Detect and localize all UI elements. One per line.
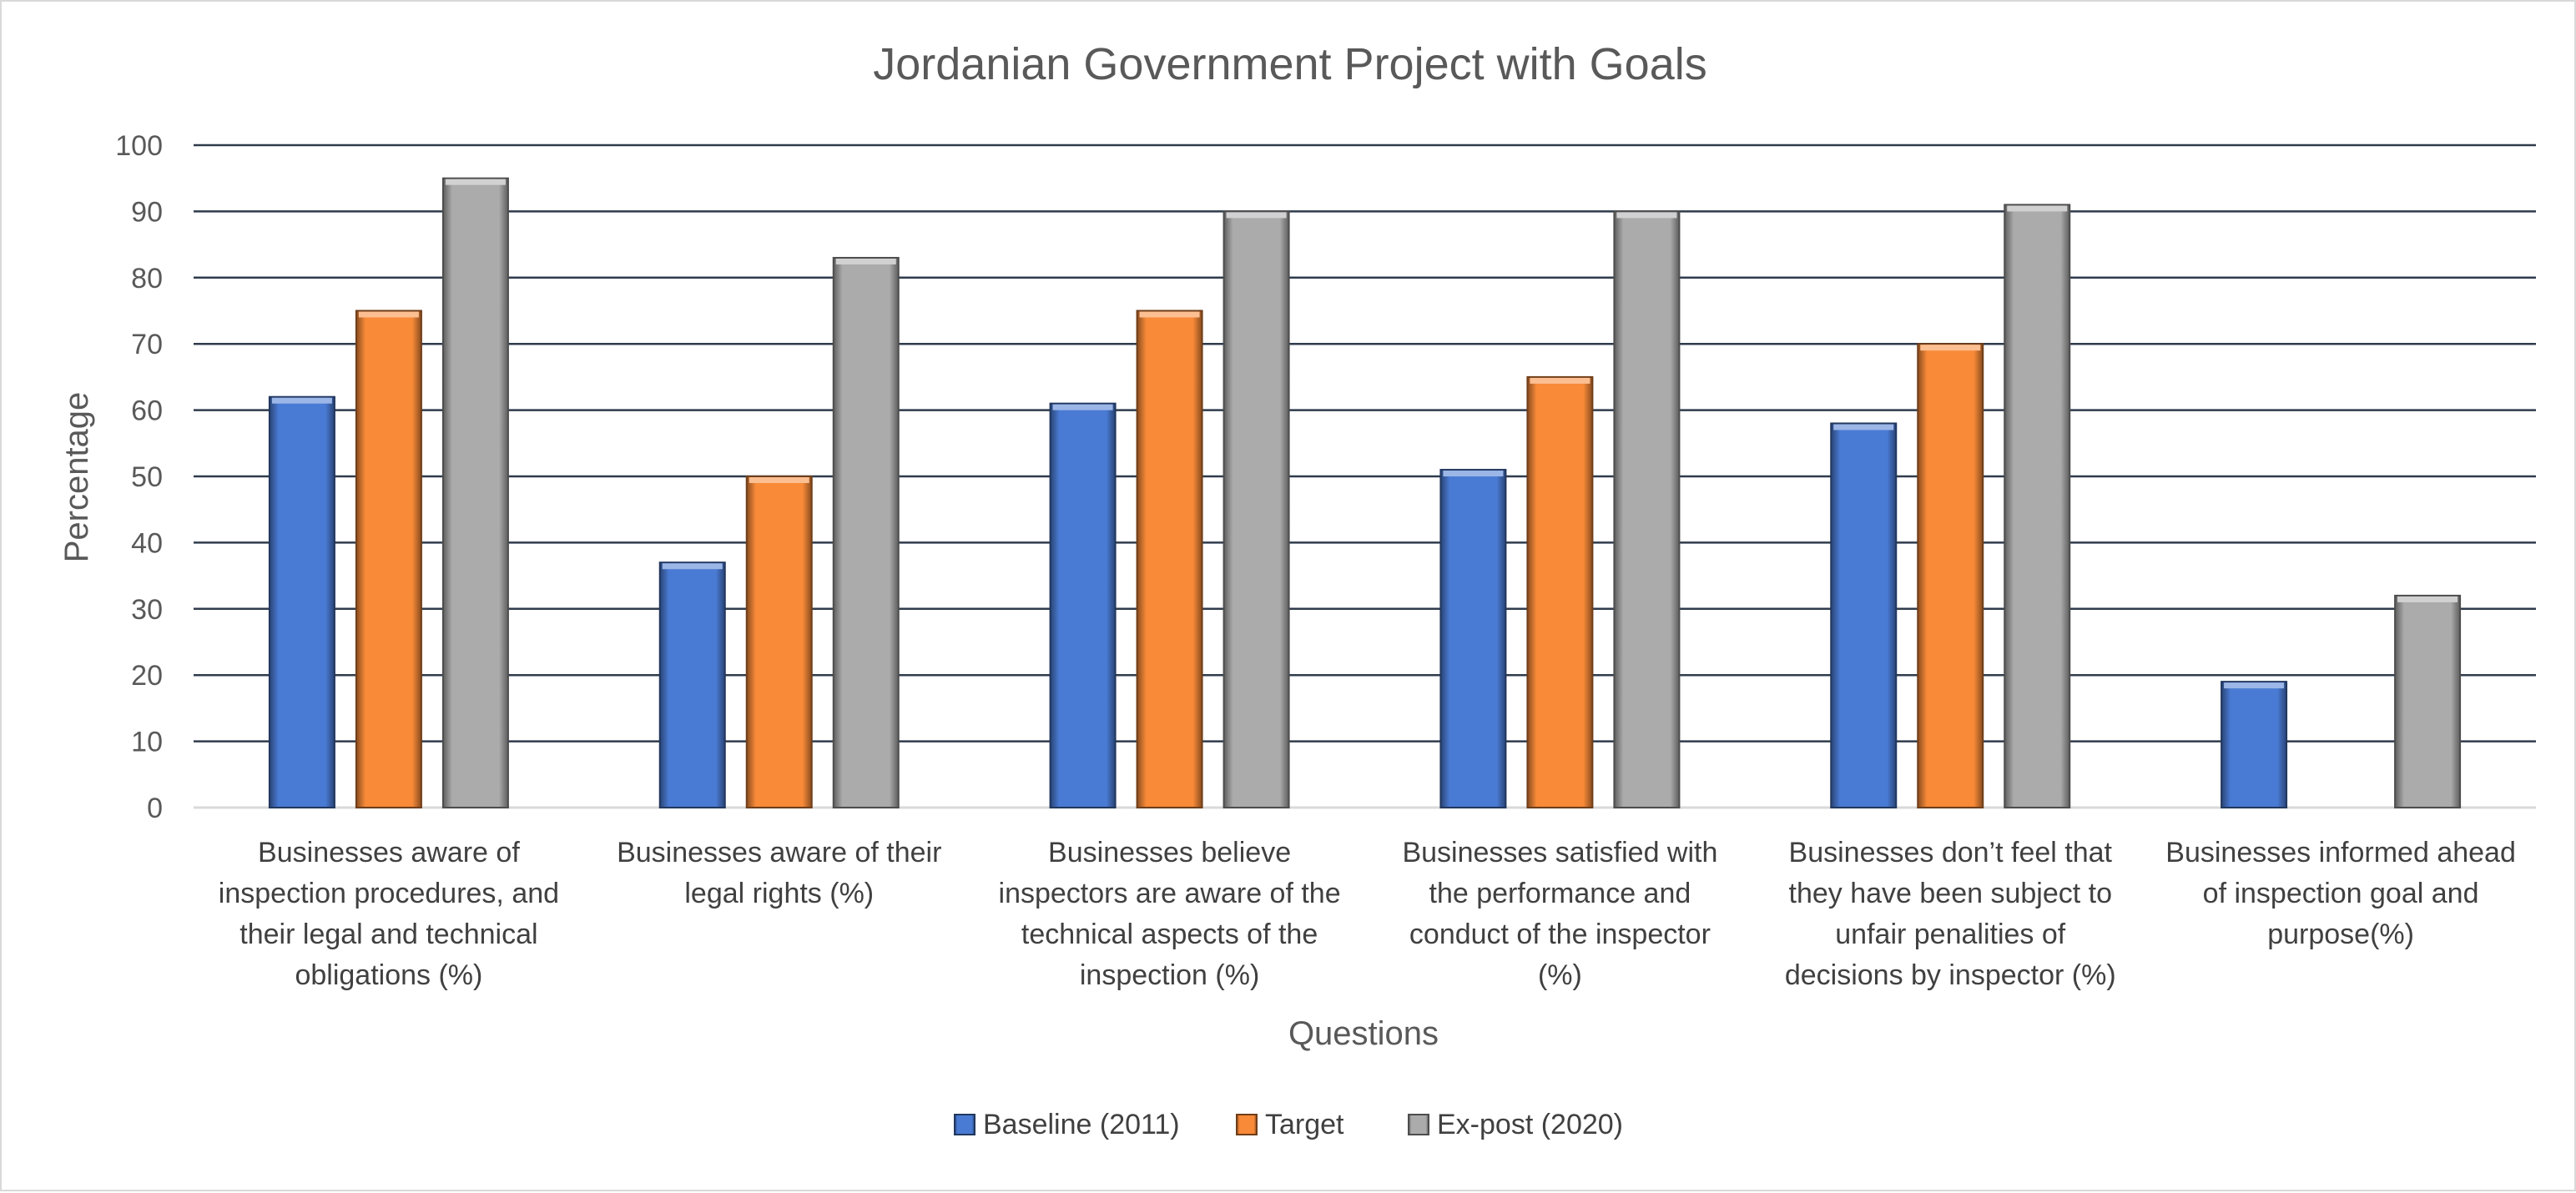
x-axis-title: Questions (1288, 1015, 1439, 1052)
y-tick-label: 20 (131, 660, 163, 692)
x-category-label-line: the performance and (1429, 878, 1691, 909)
y-axis-title: Percentage (58, 392, 95, 563)
bars (268, 177, 2462, 809)
bar-ex-post-2020-2 (832, 256, 900, 809)
bar-target-1 (355, 310, 422, 808)
legend-label: Ex-post (2020) (1437, 1109, 1623, 1140)
x-category-label-line: Businesses aware of (258, 837, 520, 868)
bar-baseline-2011-5 (1830, 422, 1898, 808)
bar-baseline-2011-1 (268, 395, 335, 808)
bar-top-bevel (1530, 377, 1590, 384)
bar-top-bevel (2224, 682, 2285, 689)
bar-top-bevel (749, 477, 809, 483)
x-category-label: Businesses aware of inspection procedures… (219, 837, 559, 991)
bar-target-5 (1917, 343, 1984, 808)
y-tick-label: 40 (131, 527, 163, 559)
x-category-label: Businesses don’t feel that they have been… (1785, 837, 2116, 991)
x-category-label: Businesses believe inspectors are aware o… (999, 837, 1341, 991)
bar-target-3 (1136, 310, 1203, 808)
y-tick-label: 90 (131, 196, 163, 228)
bar-ex-post-2020-6 (2394, 594, 2462, 808)
bar-ex-post-2020-4 (1613, 210, 1681, 808)
legend: Baseline (2011) Target Ex-post (2020) (954, 1109, 1623, 1140)
x-category-label-line: unfair penalities of (1835, 919, 2066, 950)
x-category-label-line: (%) (1538, 959, 1582, 991)
bar-top-bevel (1052, 404, 1113, 410)
x-category-label-line: their legal and technical (239, 919, 537, 950)
x-category-label-line: legal rights (%) (684, 878, 874, 909)
x-category-label-line: decisions by inspector (%) (1785, 959, 2116, 991)
bar-baseline-2011-2 (658, 561, 726, 808)
x-category-label-line: inspection procedures, and (219, 878, 559, 909)
bar-ex-post-2020-3 (1222, 210, 1290, 808)
bar-top-bevel (2397, 596, 2458, 602)
bar-top-bevel (662, 563, 723, 570)
x-category-label-line: inspection (%) (1080, 959, 1259, 991)
gridlines (194, 143, 2536, 809)
bar-target-4 (1526, 375, 1594, 808)
x-category-label-line: Businesses don’t feel that (1789, 837, 2113, 868)
y-tick-label: 60 (131, 395, 163, 427)
bar-baseline-2011-3 (1049, 402, 1117, 808)
x-category-label-line: inspectors are aware of the (999, 878, 1341, 909)
bar-top-bevel (445, 179, 506, 185)
x-category-label: Businesses aware of their legal rights (%… (617, 837, 941, 909)
x-category-label-line: Businesses believe (1048, 837, 1291, 868)
bar-top-bevel (1616, 212, 1677, 219)
legend-swatch (1408, 1114, 1429, 1135)
x-category-label-line: of inspection goal and (2203, 878, 2479, 909)
y-axis-tick-labels: 0 10 20 30 40 50 60 70 80 90 100 (115, 130, 163, 824)
x-category-label-line: purpose(%) (2267, 919, 2414, 950)
x-category-label-line: obligations (%) (295, 959, 482, 991)
y-tick-label: 50 (131, 461, 163, 493)
legend-label: Target (1265, 1109, 1344, 1140)
y-tick-label: 100 (115, 130, 163, 162)
x-category-label: Businesses satisfied with the performance… (1402, 837, 1717, 991)
bar-top-bevel (835, 258, 896, 264)
chart-title: Jordanian Government Project with Goals (873, 39, 1706, 89)
legend-label: Baseline (2011) (983, 1109, 1180, 1140)
bar-top-bevel (1226, 212, 1287, 219)
bar-top-bevel (1139, 311, 1200, 318)
legend-swatch (954, 1114, 975, 1135)
y-tick-label: 10 (131, 727, 163, 758)
bar-top-bevel (2007, 205, 2068, 212)
bar-ex-post-2020-1 (441, 177, 509, 808)
bar-top-bevel (1443, 471, 1504, 477)
x-axis-category-labels: Businesses aware of inspection procedures… (219, 837, 2516, 991)
bar-target-2 (745, 476, 813, 808)
x-category-label-line: Businesses satisfied with (1402, 837, 1717, 868)
legend-swatch (1236, 1114, 1258, 1135)
x-category-label-line: technical aspects of the (1021, 919, 1318, 950)
bar-top-bevel (1920, 345, 1981, 351)
x-category-label-line: Businesses aware of their (617, 837, 941, 868)
x-category-label-line: conduct of the inspector (1409, 919, 1711, 950)
x-category-label-line: Businesses informed ahead (2165, 837, 2516, 868)
x-category-label-line: they have been subject to (1789, 878, 2113, 909)
bar-top-bevel (271, 397, 332, 404)
x-category-label: Businesses informed ahead of inspection g… (2165, 837, 2516, 950)
y-tick-label: 70 (131, 329, 163, 360)
bar-baseline-2011-4 (1439, 469, 1507, 808)
bar-ex-post-2020-5 (2004, 204, 2071, 808)
bar-top-bevel (358, 311, 419, 318)
bar-baseline-2011-6 (2221, 681, 2288, 809)
y-tick-label: 80 (131, 263, 163, 294)
bar-top-bevel (1833, 424, 1894, 430)
y-tick-label: 0 (147, 793, 163, 824)
y-tick-label: 30 (131, 594, 163, 626)
